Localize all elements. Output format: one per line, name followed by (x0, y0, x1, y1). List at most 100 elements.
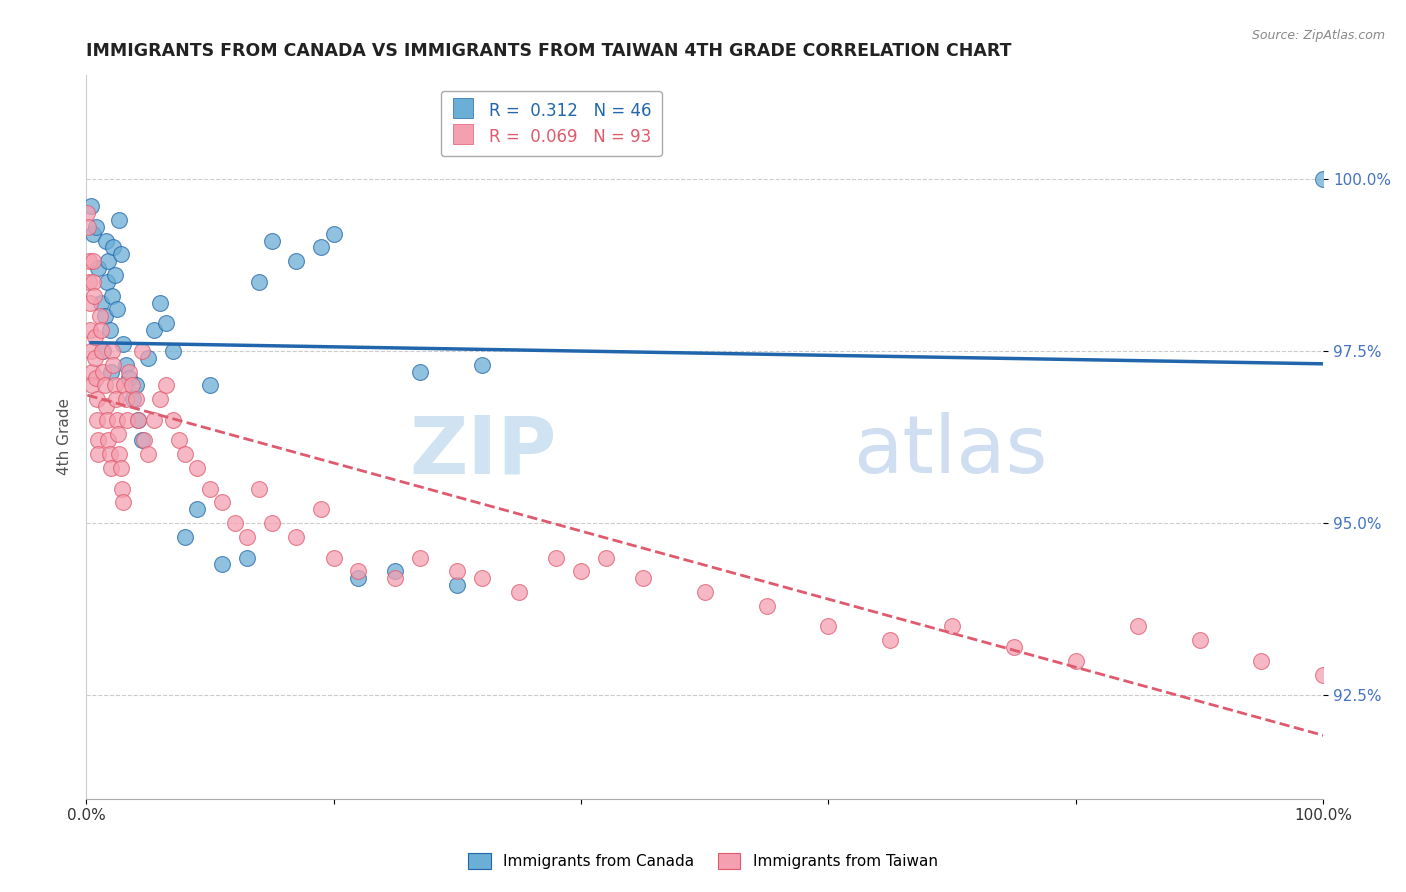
Point (347, 571, 370, 585)
Point (1337, 689, 1360, 703)
Point (1188, 633, 1211, 648)
Point (546, 550, 568, 565)
Point (118, 364, 141, 378)
Point (79, 295, 101, 310)
Point (89, 310, 111, 324)
Point (114, 392, 136, 406)
Legend: Immigrants from Canada, Immigrants from Taiwan: Immigrants from Canada, Immigrants from … (463, 847, 943, 875)
Point (104, 392, 127, 406)
Point (236, 550, 259, 565)
Text: atlas: atlas (853, 412, 1047, 491)
Point (174, 530, 197, 544)
Point (103, 358, 125, 372)
Point (103, 378, 125, 392)
Point (101, 289, 124, 303)
Point (111, 482, 134, 496)
Point (143, 323, 166, 337)
Point (112, 495, 135, 509)
Point (941, 619, 963, 633)
Point (1064, 654, 1087, 668)
Point (471, 358, 494, 372)
Point (90, 295, 112, 310)
Point (569, 565, 592, 579)
Point (471, 571, 494, 585)
Point (103, 240, 125, 254)
Point (1386, 723, 1406, 737)
Point (155, 316, 177, 330)
Text: IMMIGRANTS FROM CANADA VS IMMIGRANTS FROM TAIWAN 4TH GRADE CORRELATION CHART: IMMIGRANTS FROM CANADA VS IMMIGRANTS FRO… (86, 42, 1011, 60)
Point (79, 323, 101, 337)
Point (83, 289, 105, 303)
Point (1361, 702, 1384, 716)
Point (186, 502, 208, 516)
Point (879, 633, 901, 648)
Text: Source: ZipAtlas.com: Source: ZipAtlas.com (1251, 29, 1385, 42)
Point (121, 378, 143, 392)
Point (93, 378, 115, 392)
Point (755, 599, 778, 613)
Point (82, 275, 104, 289)
Point (595, 550, 617, 565)
Point (114, 358, 136, 372)
Point (224, 516, 246, 530)
Point (110, 247, 132, 261)
Point (124, 378, 146, 392)
Point (236, 530, 259, 544)
Point (409, 364, 432, 378)
Point (211, 558, 233, 572)
Point (186, 461, 208, 475)
Point (136, 447, 159, 461)
Point (446, 578, 468, 592)
Point (112, 378, 135, 392)
Point (247, 482, 270, 496)
Point (309, 240, 332, 254)
Point (155, 378, 177, 392)
Point (86, 413, 108, 427)
Point (285, 254, 308, 268)
Point (100, 364, 122, 378)
Point (134, 434, 156, 448)
Point (136, 351, 159, 365)
Point (108, 213, 131, 227)
Point (247, 275, 270, 289)
Point (384, 571, 406, 585)
Point (508, 585, 530, 599)
Point (77, 254, 100, 268)
Legend: R =  0.312   N = 46, R =  0.069   N = 93: R = 0.312 N = 46, R = 0.069 N = 93 (441, 91, 662, 156)
Point (93, 364, 115, 378)
Point (260, 516, 283, 530)
Point (94, 234, 117, 248)
Point (127, 413, 149, 427)
Point (446, 565, 468, 579)
Point (149, 295, 172, 310)
Point (817, 619, 839, 633)
Point (384, 565, 406, 579)
Point (87, 434, 110, 448)
Point (131, 434, 153, 448)
Point (131, 343, 153, 358)
Point (198, 378, 221, 392)
Point (162, 343, 184, 358)
Point (693, 585, 716, 599)
Point (98, 323, 121, 337)
Point (87, 261, 110, 276)
Point (322, 550, 344, 565)
Point (631, 571, 654, 585)
Point (105, 413, 128, 427)
Point (84, 371, 107, 385)
Point (90, 323, 112, 337)
Point (143, 413, 166, 427)
Point (82, 227, 104, 241)
Point (96, 413, 118, 427)
Text: ZIP: ZIP (409, 412, 557, 491)
Point (93, 310, 115, 324)
Point (87, 447, 110, 461)
Point (84, 219, 107, 234)
Point (77, 219, 100, 234)
Point (167, 434, 190, 448)
Point (112, 337, 135, 351)
Point (1126, 619, 1149, 633)
Point (98, 447, 121, 461)
Point (84, 351, 107, 365)
Point (260, 234, 283, 248)
